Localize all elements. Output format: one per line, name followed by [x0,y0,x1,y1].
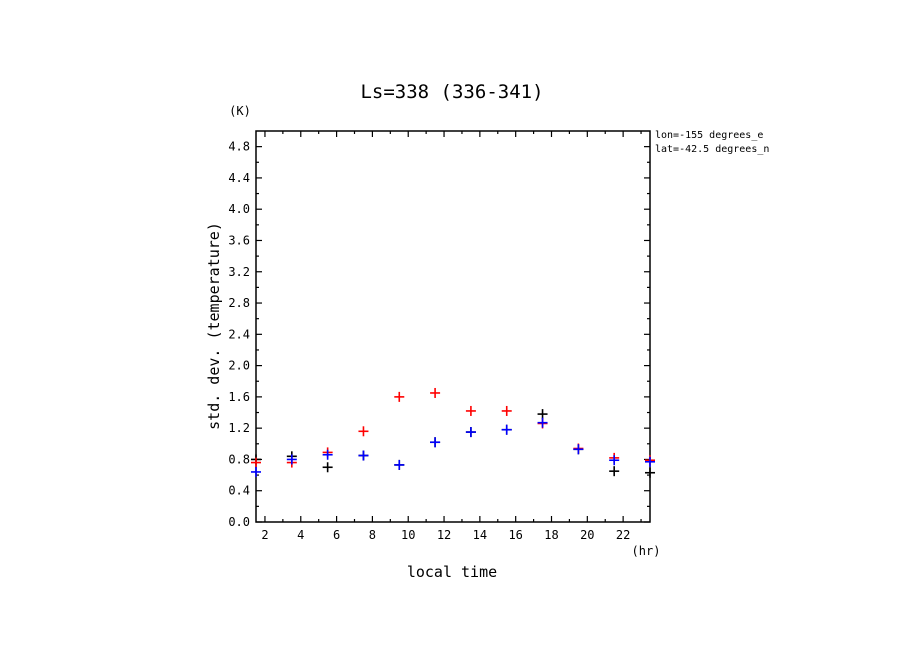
data-point [465,427,476,438]
data-point [322,462,333,473]
axes [255,130,651,523]
data-point [537,409,548,420]
data-point [394,459,405,470]
x-tick-label: 20 [580,528,594,542]
data-point [430,387,441,398]
y-tick-label: 3.6 [228,233,250,247]
data-point [286,454,297,465]
y-tick-label: 2.0 [228,359,250,373]
x-tick-label: 6 [333,528,340,542]
data-point [609,466,620,477]
annotation-lon: lon=-155 degrees_e [655,130,763,141]
data-point [609,455,620,466]
data-marks [251,387,655,478]
x-tick-label: 18 [544,528,558,542]
data-point [358,450,369,461]
ticks: 0.0 0.4 0.8 1.2 1.6 2.0 2.4 2.8 3.2 3.6 4.0 4.4 4.8 2… [228,131,650,542]
data-point [573,444,584,455]
y-tick-label: 2.4 [228,327,250,341]
x-axis-label: local time [407,563,497,581]
data-point [322,449,333,460]
x-unit-label: (hr) [632,544,661,558]
y-axis-label: std. dev. (temperature) [205,222,223,430]
data-point [394,391,405,402]
chart-title: Ls=338 (336-341) [360,81,543,103]
y-tick-label: 0.4 [228,484,250,498]
y-tick-label: 1.2 [228,421,250,435]
data-point [251,457,261,468]
data-point [358,426,369,437]
data-point [645,467,655,478]
data-point [645,456,655,467]
y-tick-label: 3.2 [228,265,250,279]
x-tick-label: 16 [508,528,522,542]
annotation-lat: lat=-42.5 degrees_n [655,144,769,155]
x-tick-label: 10 [401,528,415,542]
y-tick-label: 1.6 [228,390,250,404]
plot-frame [255,130,651,523]
data-point [430,437,441,448]
x-tick-label: 12 [437,528,451,542]
y-tick-label: 2.8 [228,296,250,310]
x-tick-label: 4 [297,528,304,542]
x-tick-label: 8 [369,528,376,542]
data-point [501,405,512,416]
x-tick-label: 14 [473,528,487,542]
data-point [501,424,512,435]
y-tick-label: 0.0 [228,515,250,529]
data-point [537,417,548,428]
y-unit-label: (K) [229,104,251,118]
x-tick-label: 22 [616,528,630,542]
data-point [251,466,261,477]
data-point [465,405,476,416]
y-tick-label: 0.8 [228,452,250,466]
x-tick-label: 2 [261,528,268,542]
y-tick-label: 4.4 [228,171,250,185]
y-tick-label: 4.0 [228,202,250,216]
y-tick-label: 4.8 [228,140,250,154]
